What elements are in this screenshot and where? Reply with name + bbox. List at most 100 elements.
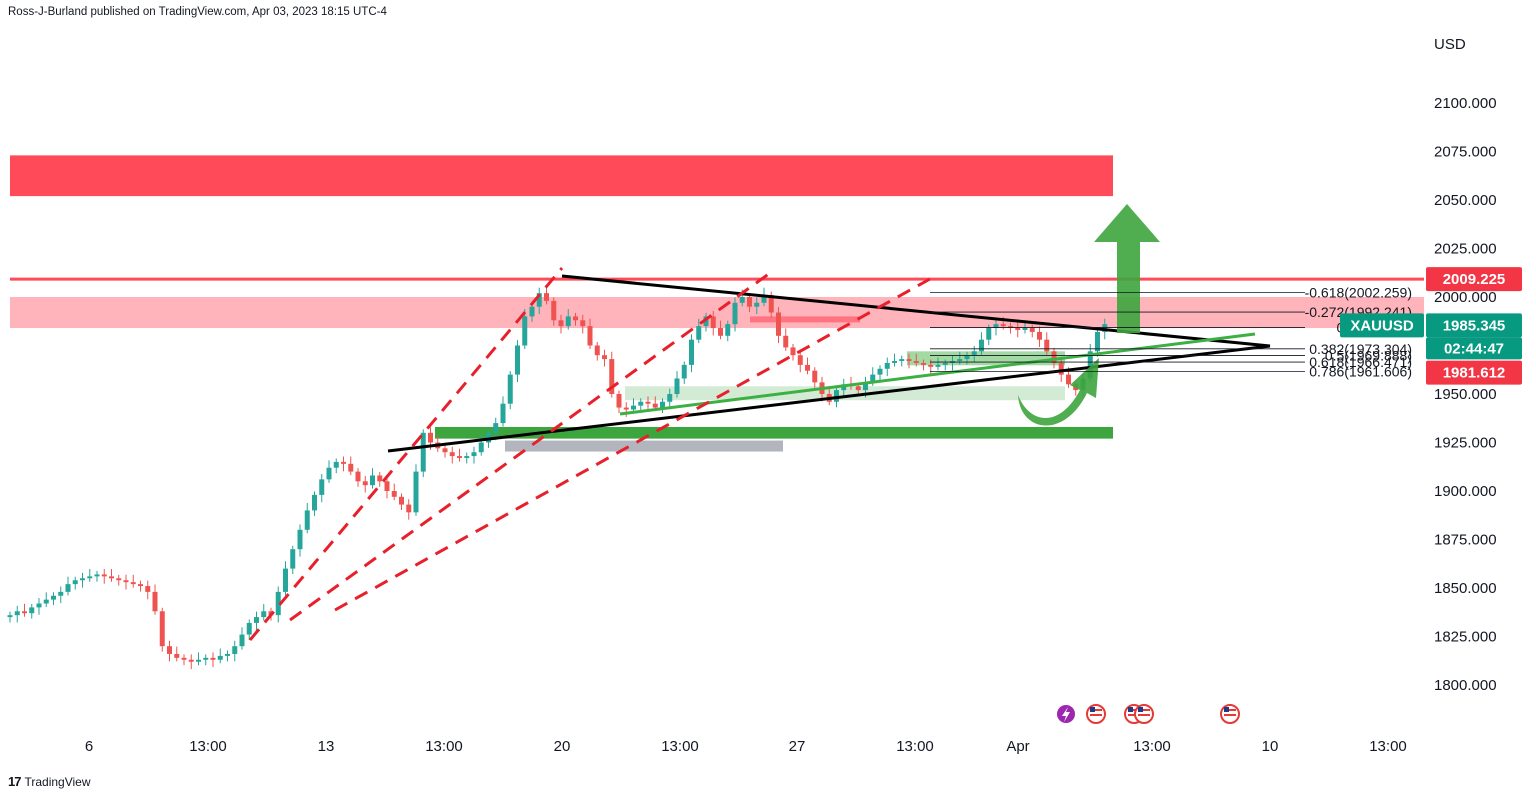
supply-zone[interactable]: [10, 297, 1424, 329]
candle-body[interactable]: [348, 463, 354, 472]
candle-body[interactable]: [928, 364, 934, 367]
candle-body[interactable]: [602, 355, 607, 360]
candle-body[interactable]: [159, 611, 165, 647]
candle-body[interactable]: [36, 603, 42, 608]
candle-body[interactable]: [94, 574, 100, 577]
candle-body[interactable]: [783, 335, 789, 348]
candle-body[interactable]: [710, 316, 716, 329]
candle-body[interactable]: [935, 364, 941, 367]
footer-brand[interactable]: TradingView: [24, 774, 91, 789]
candle-body[interactable]: [1022, 328, 1028, 330]
candle-body[interactable]: [478, 442, 484, 453]
candle-body[interactable]: [805, 364, 810, 371]
candle-body[interactable]: [921, 362, 926, 365]
candle-body[interactable]: [428, 432, 433, 443]
candle-body[interactable]: [834, 390, 839, 402]
candle-body[interactable]: [457, 456, 462, 459]
candle-body[interactable]: [101, 574, 107, 577]
candle-body[interactable]: [674, 378, 680, 394]
candle-body[interactable]: [188, 659, 194, 662]
candle-body[interactable]: [65, 584, 71, 592]
candle-body[interactable]: [116, 578, 122, 581]
candle-body[interactable]: [174, 653, 180, 658]
candle-body[interactable]: [529, 306, 535, 317]
candle-body[interactable]: [297, 529, 303, 550]
candle-body[interactable]: [319, 479, 325, 495]
candle-body[interactable]: [275, 591, 281, 616]
candle-body[interactable]: [181, 657, 187, 660]
candle-body[interactable]: [594, 345, 600, 356]
candle-body[interactable]: [413, 471, 419, 513]
candle-body[interactable]: [696, 326, 702, 340]
candle-body[interactable]: [333, 461, 339, 468]
candle-body[interactable]: [761, 295, 767, 303]
candle-body[interactable]: [906, 359, 912, 362]
candle-body[interactable]: [565, 316, 571, 327]
candle-body[interactable]: [1029, 328, 1035, 332]
candle-body[interactable]: [1044, 339, 1050, 352]
candle-body[interactable]: [739, 297, 745, 303]
candle-body[interactable]: [43, 599, 49, 604]
resistance-zone[interactable]: [10, 155, 1113, 197]
arrow-up-icon[interactable]: [1094, 204, 1160, 333]
candle-body[interactable]: [1015, 328, 1021, 330]
candle-body[interactable]: [72, 580, 78, 585]
candle-body[interactable]: [964, 355, 970, 360]
trendline-resistance[interactable]: [561, 274, 1271, 348]
candle-body[interactable]: [14, 611, 20, 616]
candle-body[interactable]: [747, 297, 752, 307]
candle-body[interactable]: [638, 401, 644, 406]
candle-body[interactable]: [522, 316, 528, 346]
candle-body[interactable]: [341, 461, 346, 464]
candle-body[interactable]: [587, 326, 593, 346]
candle-body[interactable]: [580, 320, 586, 327]
candle-body[interactable]: [660, 401, 665, 408]
candle-body[interactable]: [536, 293, 542, 307]
demand-zone-light[interactable]: [625, 386, 1065, 401]
candle-body[interactable]: [22, 611, 27, 614]
candle-body[interactable]: [312, 494, 317, 511]
dashed-line-2[interactable]: [289, 271, 771, 622]
candle-body[interactable]: [377, 475, 383, 482]
candle-body[interactable]: [420, 432, 426, 472]
candle-body[interactable]: [631, 405, 636, 410]
candle-body[interactable]: [493, 423, 499, 433]
candle-body[interactable]: [261, 611, 267, 618]
candle-body[interactable]: [551, 300, 557, 321]
candle-body[interactable]: [1058, 362, 1064, 375]
trendline-green[interactable]: [619, 332, 1256, 416]
candle-body[interactable]: [718, 328, 723, 336]
candle-body[interactable]: [863, 382, 868, 391]
candle-body[interactable]: [645, 401, 651, 404]
candle-body[interactable]: [203, 657, 209, 660]
candle-body[interactable]: [877, 368, 883, 375]
candle-body[interactable]: [210, 657, 216, 660]
candle-body[interactable]: [355, 471, 361, 482]
candle-body[interactable]: [892, 361, 897, 363]
candle-body[interactable]: [667, 394, 673, 402]
candle-body[interactable]: [7, 615, 13, 618]
candle-body[interactable]: [225, 653, 230, 656]
candle-body[interactable]: [406, 504, 412, 513]
candle-body[interactable]: [768, 295, 774, 313]
candle-body[interactable]: [326, 467, 332, 480]
gray-zone[interactable]: [505, 440, 783, 452]
candle-body[interactable]: [913, 361, 919, 363]
candle-body[interactable]: [609, 359, 615, 394]
candle-body[interactable]: [899, 359, 905, 362]
candle-body[interactable]: [616, 394, 622, 408]
dashed-line-1[interactable]: [248, 267, 564, 641]
candle-body[interactable]: [80, 578, 85, 581]
candle-body[interactable]: [87, 576, 93, 579]
candle-body[interactable]: [573, 316, 578, 321]
candle-body[interactable]: [232, 646, 238, 654]
candle-body[interactable]: [754, 302, 760, 307]
candle-body[interactable]: [986, 328, 992, 340]
candle-body[interactable]: [51, 595, 56, 600]
candle-body[interactable]: [290, 549, 296, 569]
candle-body[interactable]: [58, 591, 64, 596]
candle-body[interactable]: [1037, 331, 1042, 340]
candle-body[interactable]: [689, 339, 694, 365]
candle-body[interactable]: [464, 456, 470, 459]
